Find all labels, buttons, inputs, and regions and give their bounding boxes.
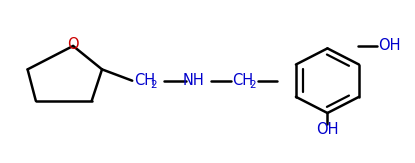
Text: O: O [67, 37, 79, 52]
Text: CH: CH [232, 73, 254, 88]
Text: CH: CH [134, 73, 155, 88]
Text: OH: OH [378, 38, 400, 53]
Text: 2: 2 [150, 80, 157, 90]
Text: 2: 2 [249, 80, 256, 90]
Text: NH: NH [182, 73, 204, 88]
Text: OH: OH [316, 122, 339, 137]
